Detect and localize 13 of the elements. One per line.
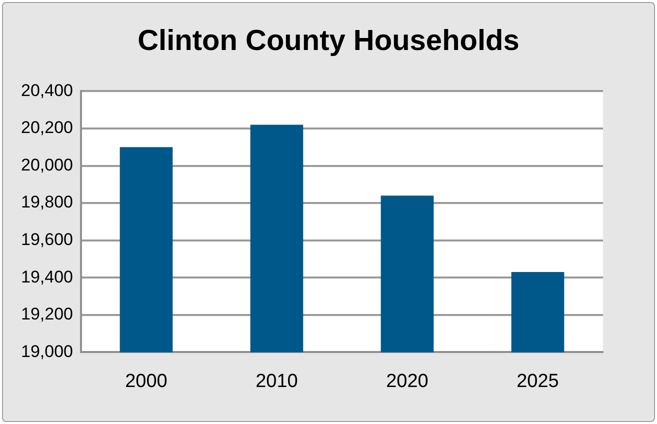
y-tick-label: 19,600 (20, 230, 73, 250)
x-tick-label: 2010 (256, 370, 298, 392)
y-tick-label: 20,000 (20, 155, 73, 174)
x-tick-label: 2000 (125, 370, 168, 392)
chart-title: Clinton County Households (136, 25, 520, 58)
y-tick-label: 19,800 (20, 192, 73, 212)
y-tick-label: 20,200 (20, 118, 73, 138)
x-tick-label: 2025 (516, 370, 559, 392)
y-tick-label: 19,400 (20, 267, 73, 286)
x-tick-label: 2020 (386, 370, 428, 392)
y-tick-label: 19,200 (20, 304, 73, 324)
y-tick-label: 19,000 (20, 342, 73, 361)
y-tick-label: 20,400 (20, 80, 73, 100)
